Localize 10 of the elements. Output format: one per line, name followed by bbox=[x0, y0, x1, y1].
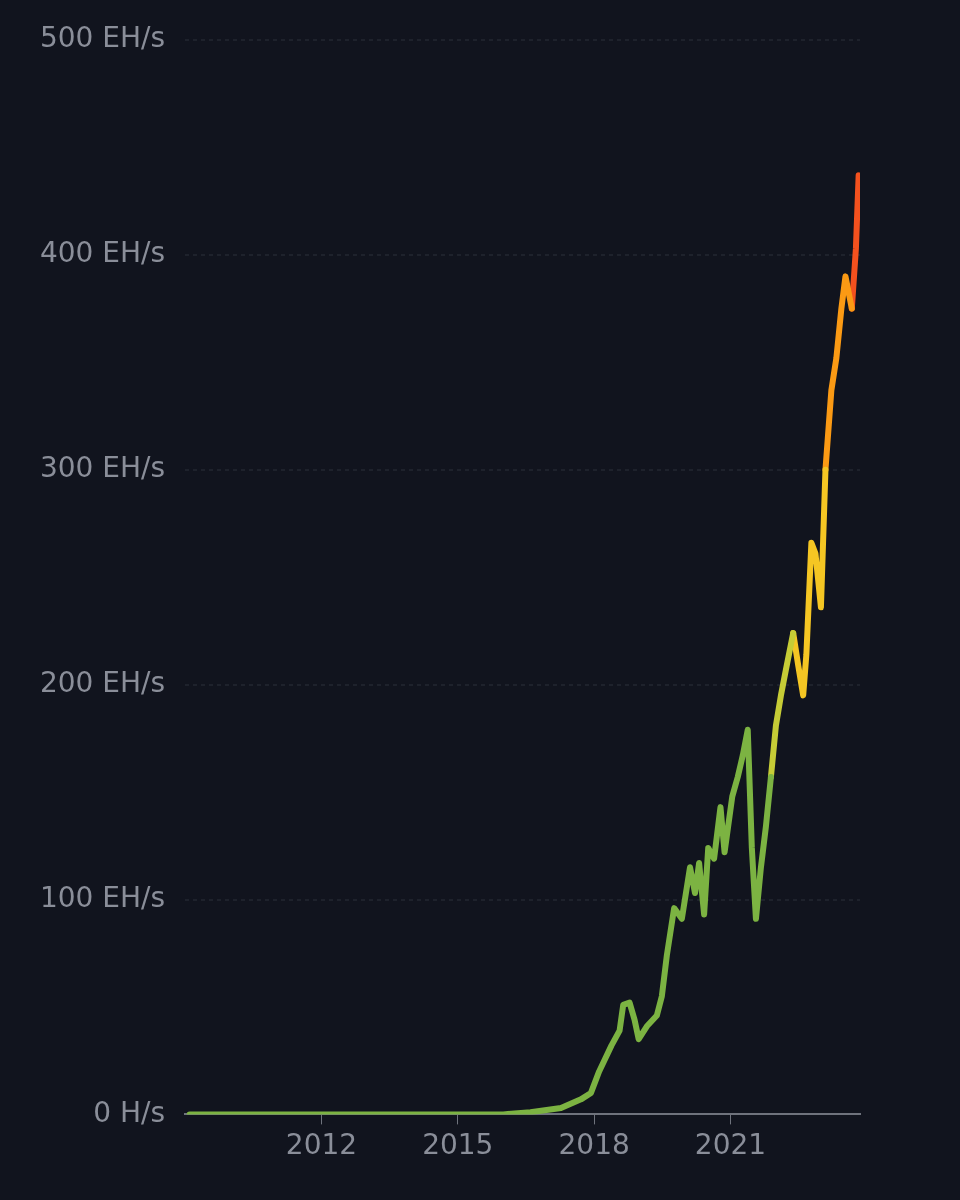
y-tick-label: 0 H/s bbox=[93, 1095, 166, 1129]
y-tick-label: 100 EH/s bbox=[39, 880, 166, 914]
y-tick-label: 400 EH/s bbox=[39, 236, 166, 270]
x-tick-label: 2018 bbox=[558, 1128, 630, 1162]
y-tick-label: 300 EH/s bbox=[39, 451, 166, 485]
x-tick-label: 2015 bbox=[422, 1128, 494, 1162]
x-tick-label: 2021 bbox=[694, 1128, 767, 1162]
y-tick-label: 500 EH/s bbox=[39, 21, 166, 55]
y-tick-label: 200 EH/s bbox=[39, 665, 166, 699]
x-tick-label: 2012 bbox=[285, 1128, 358, 1162]
